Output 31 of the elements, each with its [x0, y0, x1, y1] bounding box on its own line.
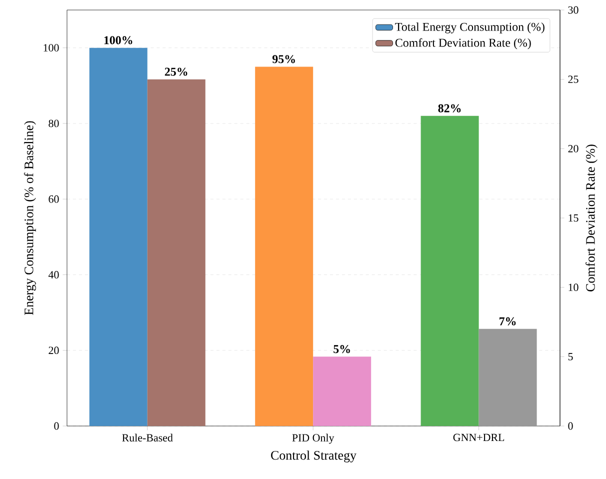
data-label: 5% [334, 345, 350, 354]
x-tick-label: GNN+DRL [453, 434, 504, 442]
y-tick-label: 60 [48, 195, 59, 203]
x-tick-label: Rule-Based [122, 434, 173, 442]
y-tick-label: 80 [48, 120, 59, 128]
y2-tick-label: 15 [568, 214, 578, 222]
y-tick-label: 20 [48, 346, 59, 354]
x-tick-label: PID Only [292, 434, 334, 444]
y-tick-label: 100 [44, 44, 59, 52]
bar [255, 66, 314, 426]
data-label: 100% [104, 36, 132, 44]
legend-label: Comfort Deviation Rate (%) [395, 38, 531, 50]
y2-axis-title: Comfort Deviation Rate (%) [586, 144, 598, 292]
y2-tick-label: 20 [568, 144, 578, 152]
bar [313, 356, 372, 426]
y2-tick-label: 5 [568, 353, 573, 360]
data-label: 95% [272, 55, 295, 64]
data-label: 25% [164, 68, 188, 76]
y-tick-label: 40 [48, 271, 59, 278]
y2-tick-label: 0 [568, 422, 573, 430]
x-axis-title: Control Strategy [271, 450, 356, 462]
y-axis-title: Energy Consumption (% of Baseline) [24, 121, 36, 315]
data-label: 82% [438, 104, 461, 112]
bar [478, 328, 537, 426]
y2-tick-label: 25 [568, 76, 578, 84]
y2-tick-label: 30 [568, 6, 578, 14]
data-label: 7% [500, 317, 516, 326]
y-tick-label: 0 [54, 422, 59, 430]
bar [420, 116, 479, 426]
legend-label: Total Energy Consumption (%) [395, 22, 544, 34]
y2-tick-label: 10 [568, 284, 578, 292]
